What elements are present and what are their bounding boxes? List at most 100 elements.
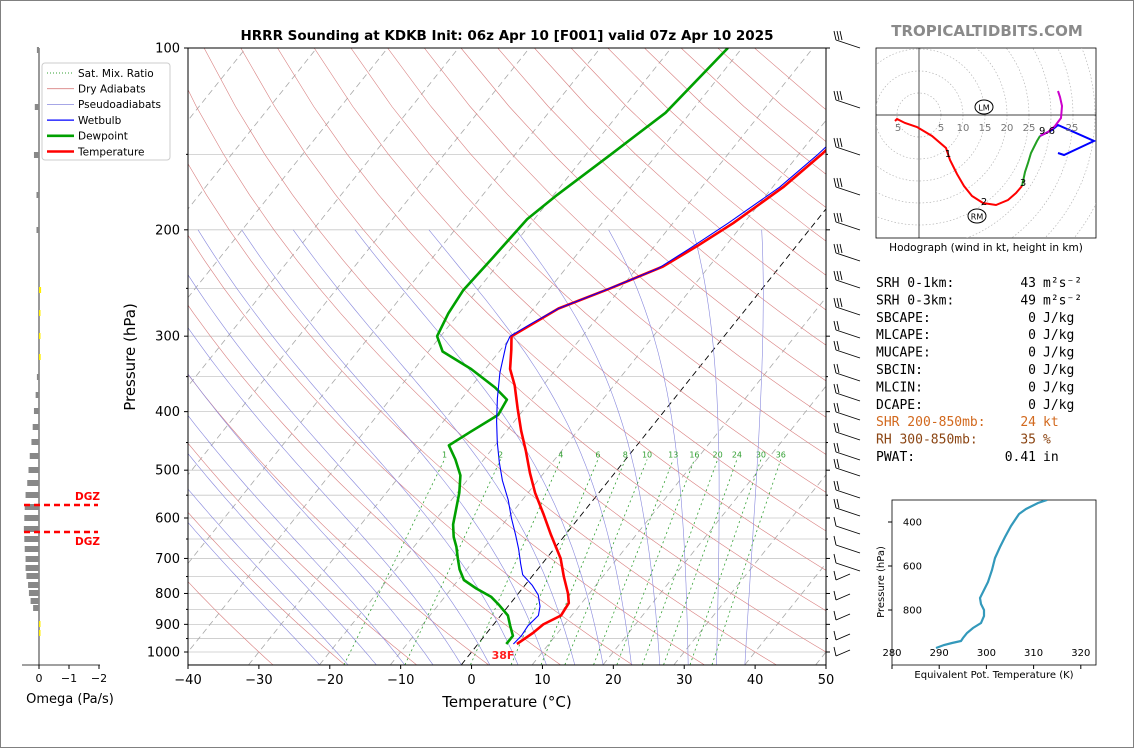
mixing-ratio-label: 16 [689, 450, 699, 459]
omega-bar [39, 287, 42, 293]
legend: Sat. Mix. Ratio Dry Adiabats Pseudoadiabat… [41, 62, 171, 161]
dry-adiabat [188, 88, 777, 665]
wind-barb [833, 535, 861, 554]
legend-label: Temperature [77, 146, 145, 158]
index-value: 0 [1028, 328, 1036, 343]
omega-bar [30, 598, 39, 604]
wind-barb [833, 212, 861, 231]
y-tick-label: 300 [155, 330, 180, 345]
omega-tick-1: −1 [61, 672, 77, 685]
isotherm-line [188, 48, 530, 476]
y-tick-label: 600 [155, 512, 180, 527]
legend-label: Wetbulb [78, 115, 122, 127]
mixing-ratio-label: 1 [442, 450, 447, 459]
wind-barb [833, 480, 861, 499]
wind-barb [833, 363, 861, 382]
mixing-ratio-line [616, 459, 695, 665]
y-tick-label: 700 [155, 552, 180, 567]
y-tick-label: 200 [155, 223, 180, 238]
dry-adiabat [350, 48, 826, 493]
wind-barb [833, 402, 861, 421]
omega-bar [25, 556, 39, 562]
wind-barb [833, 610, 851, 621]
dry-adiabat [188, 581, 274, 665]
pseudoadiabat [188, 327, 462, 665]
hodo-ring-label-4: 20 [1001, 123, 1014, 134]
omega-bar [25, 492, 39, 498]
omega-bar [33, 408, 39, 414]
pseudoadiabat [197, 229, 519, 665]
hodograph-trace-0-3km [894, 117, 1023, 207]
wind-barb [833, 458, 861, 477]
x-tick-label: 40 [747, 673, 764, 688]
indices-table: SRH 0-1km: 43 m²s⁻² SRH 0-3km: 49 m²s⁻² SBCAPE… [876, 276, 1082, 465]
hodo-height-top: 9.6 [1039, 126, 1055, 137]
theta-x-tick-label: 290 [930, 648, 949, 659]
omega-bar [39, 310, 41, 316]
pseudoadiabat [241, 229, 547, 665]
theta-e-frame [891, 499, 1097, 666]
omega-bar [39, 354, 41, 360]
x-tick-label: 50 [818, 673, 835, 688]
index-value: 43 [1020, 276, 1036, 291]
wind-barb [833, 177, 861, 196]
index-label: SHR 200-850mb: [876, 415, 986, 430]
dry-adiabat [277, 48, 826, 571]
omega-bar [31, 439, 39, 445]
mixing-ratio-label: 10 [642, 450, 652, 459]
y-tick-label: 800 [155, 587, 180, 602]
omega-bar [26, 573, 39, 579]
index-row: SRH 0-1km: 43 m²s⁻² [876, 276, 1082, 291]
theta-y-tick-label: 600 [903, 562, 922, 573]
x-tick-label: −20 [316, 673, 343, 688]
mixing-ratio-line [540, 459, 626, 665]
theta-e-xlabel: Equivalent Pot. Temperature (K) [914, 670, 1073, 681]
isotherm-line [319, 48, 814, 665]
index-row: SHR 200-850mb: 24 kt [876, 415, 1059, 430]
wind-barb [833, 297, 861, 316]
omega-bars [23, 47, 42, 636]
mixing-ratio-label: 4 [558, 450, 563, 459]
theta-x-tick-label: 310 [1024, 648, 1043, 659]
y-axis-label: Pressure (hPa) [121, 303, 139, 411]
omega-bar [39, 333, 41, 339]
legend-label: Dry Adiabats [78, 84, 146, 96]
hodograph-trace-upper [1039, 90, 1064, 137]
wind-barb [833, 422, 861, 441]
wind-barb [833, 516, 861, 535]
legend-label: Pseudoadiabats [78, 99, 161, 111]
dry-adiabat [240, 48, 826, 612]
index-label: PWAT: [876, 450, 915, 465]
surface-temp-label: 38F [492, 649, 515, 662]
mixing-ratio-line [343, 459, 445, 665]
isotherm-line [188, 48, 459, 387]
dry-adiabat [188, 442, 417, 665]
omega-bar [24, 515, 39, 521]
wind-barb [833, 30, 861, 49]
dry-adiabat [497, 48, 826, 346]
index-unit: J/kg [1043, 311, 1074, 326]
series-dewpoint [435, 48, 729, 645]
right-mover-label: RM [971, 213, 984, 222]
wind-barb [833, 383, 861, 402]
hodo-ring-label-0: 5 [895, 123, 901, 134]
pseudoadiabat [292, 229, 575, 665]
omega-tick-2: −2 [91, 672, 107, 685]
index-unit: kt [1043, 415, 1059, 430]
isotherm-line [188, 48, 601, 565]
theta-e-ylabel: Pressure (hPa) [876, 546, 887, 618]
index-value: 0 [1028, 380, 1036, 395]
index-unit: m²s⁻² [1043, 276, 1082, 291]
omega-bar [25, 565, 39, 571]
wind-barbs [833, 30, 861, 657]
index-unit: J/kg [1043, 363, 1074, 378]
index-unit: in [1043, 450, 1059, 465]
mixing-ratio-label: 24 [732, 450, 742, 459]
omega-bar [28, 467, 39, 473]
hodo-ring-label-2: 10 [957, 123, 970, 134]
theta-e-ticks: 280 290 300 310 320 400 600 800 [882, 518, 1090, 669]
theta-x-tick-label: 320 [1071, 648, 1090, 659]
isotherm-line [188, 48, 672, 653]
x-tick-label: −40 [174, 673, 201, 688]
